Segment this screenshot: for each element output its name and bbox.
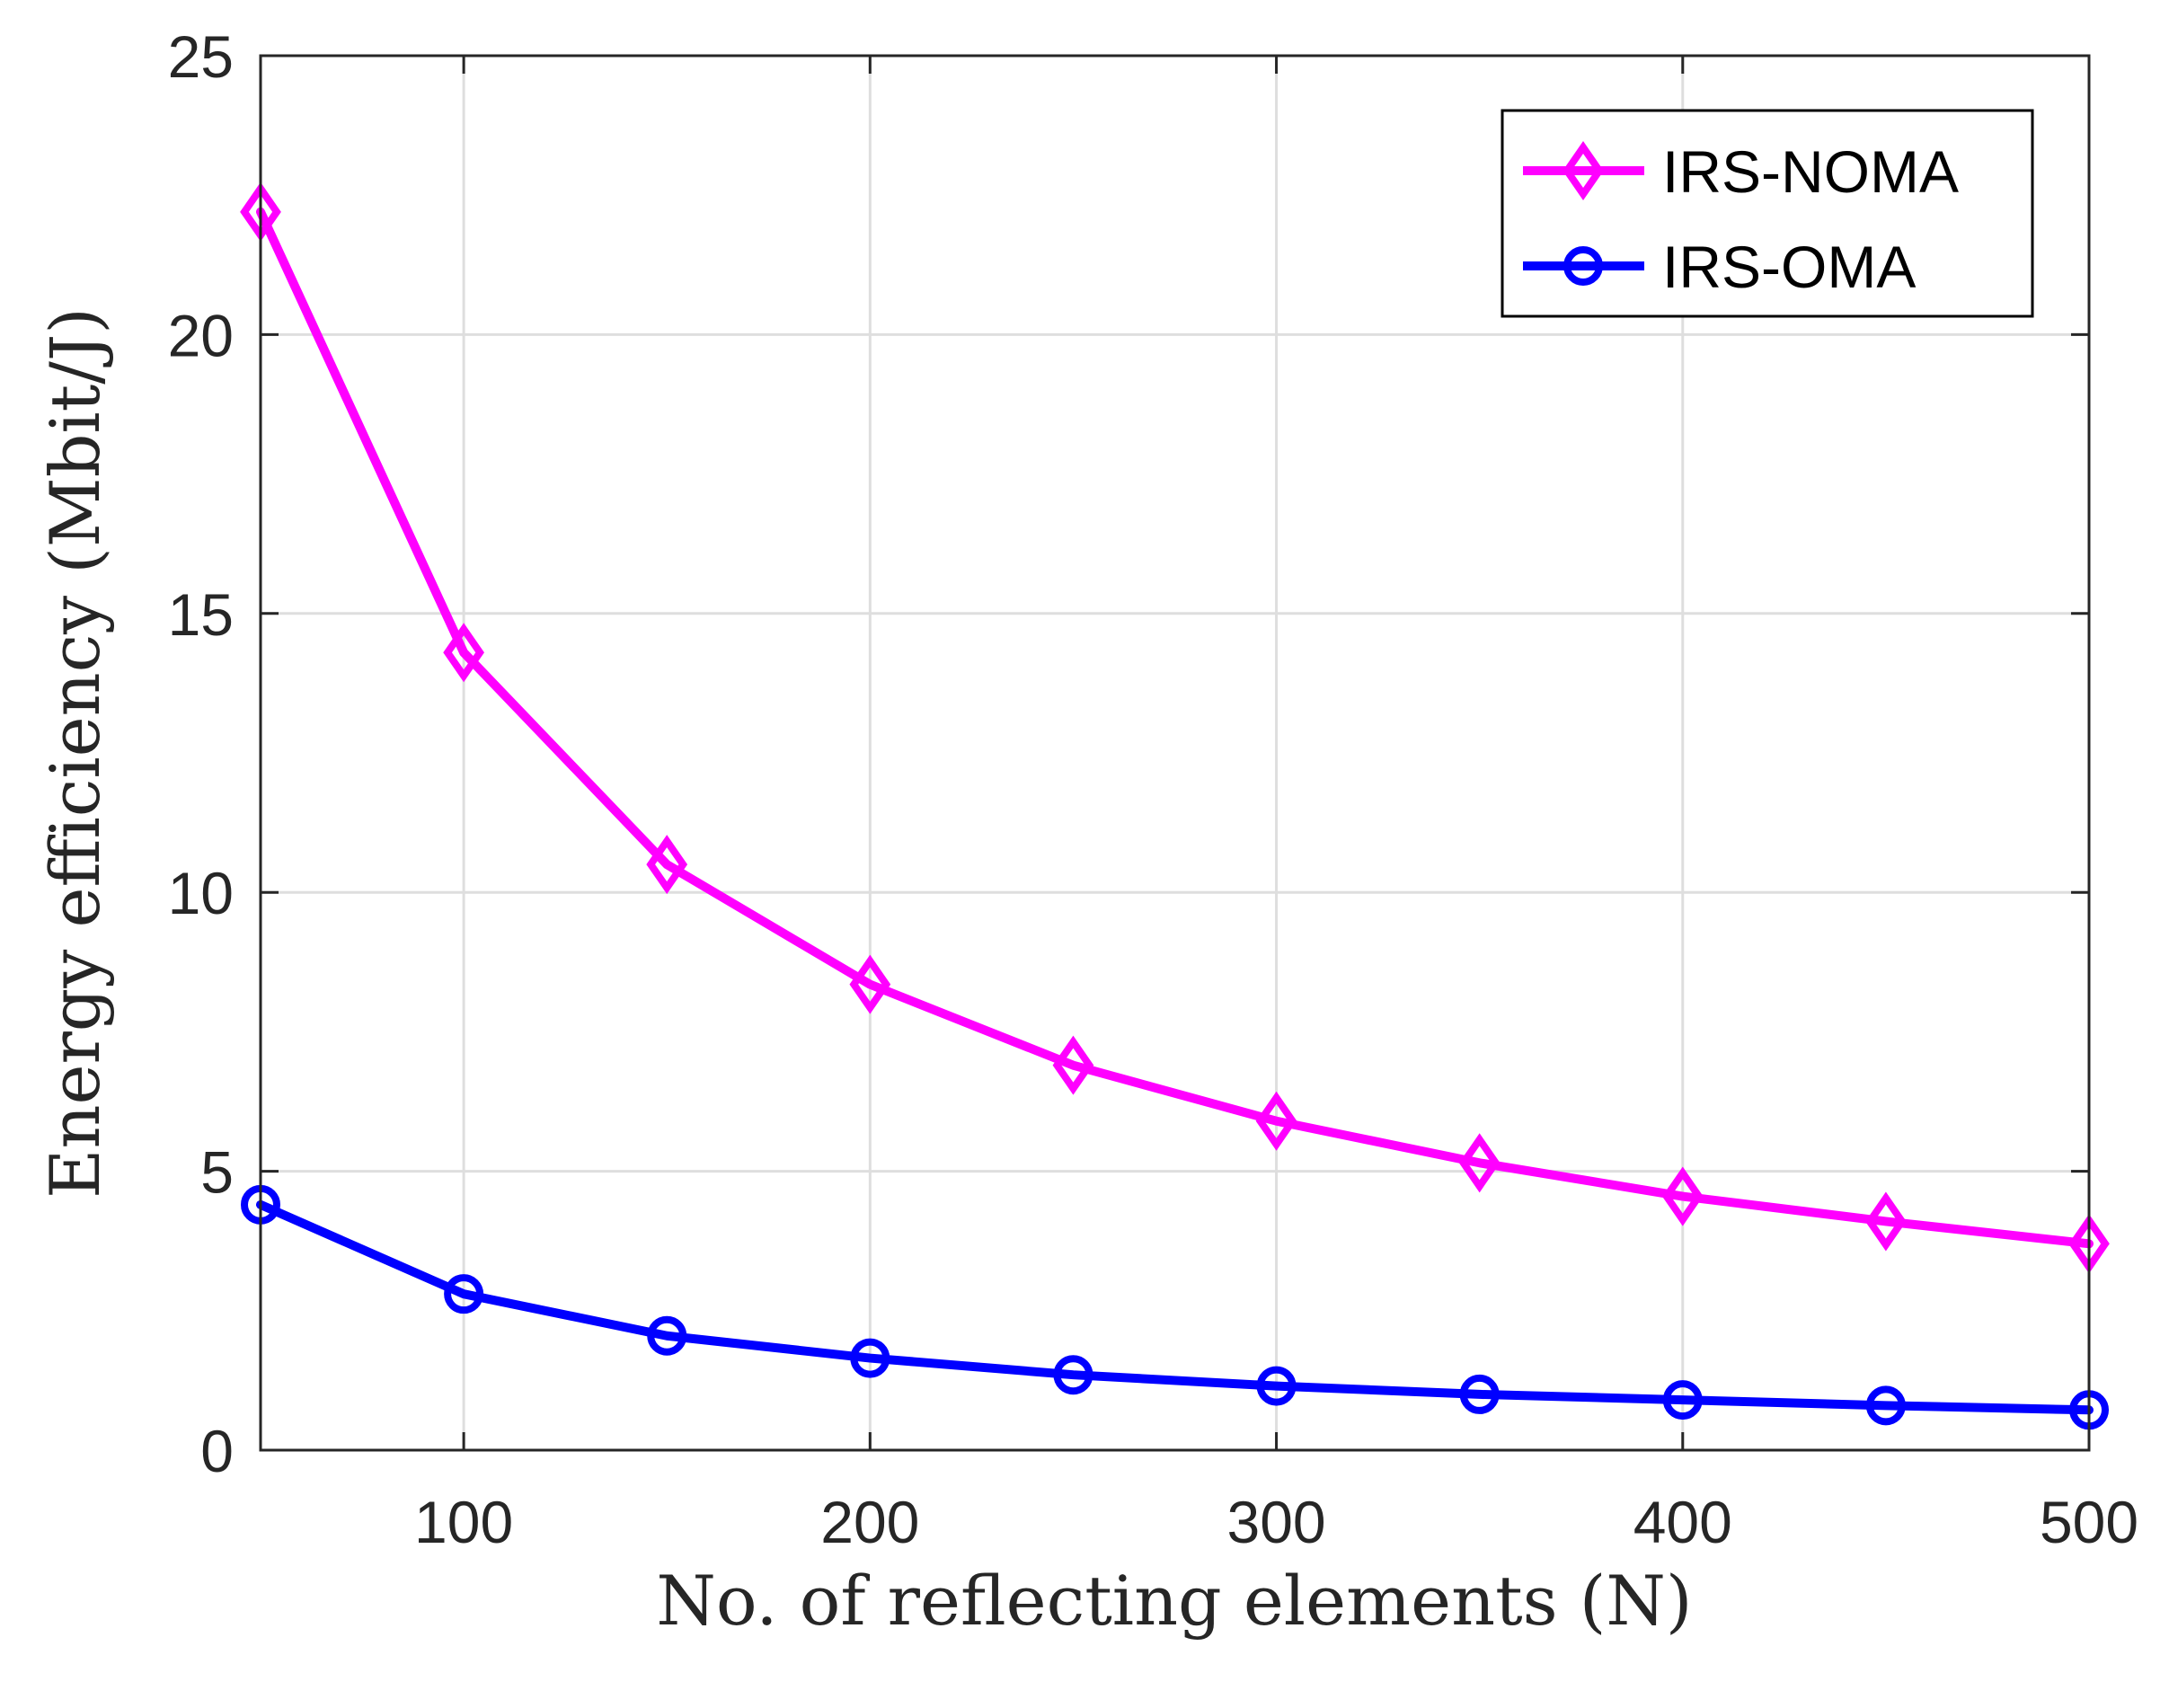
data-point-irs-noma (849, 954, 891, 1014)
axis-ticks (261, 54, 2091, 1452)
legend-entry-irs-noma: IRS-NOMA (1523, 138, 1959, 205)
legend: IRS-NOMA IRS-OMA (1501, 109, 2034, 318)
data-point-irs-noma (1865, 1191, 1907, 1252)
x-tick-label: 200 (820, 1489, 919, 1555)
data-point-irs-noma (1255, 1091, 1297, 1151)
legend-entry-irs-oma: IRS-OMA (1523, 234, 1916, 300)
data-point-irs-oma (850, 1338, 890, 1378)
series-line-irs-noma (256, 207, 2094, 1249)
data-point-irs-noma (1458, 1133, 1501, 1193)
legend-marker-irs-noma (1563, 140, 1604, 201)
tick-labels: 100 200 300 400 500 0 5 10 15 20 25 (168, 23, 2138, 1555)
legend-label-irs-oma: IRS-OMA (1662, 234, 1916, 300)
y-tick-label: 10 (168, 860, 234, 926)
data-point-irs-oma (1459, 1374, 1500, 1414)
data-point-irs-oma (1256, 1366, 1297, 1406)
y-tick-label: 25 (168, 23, 234, 90)
data-point-irs-oma (647, 1315, 687, 1356)
x-axis-title: No. of reflecting elements (N) (656, 1561, 1692, 1641)
legend-marker-irs-oma (1563, 246, 1603, 286)
data-point-irs-noma (443, 623, 484, 683)
x-tick-label: 300 (1226, 1489, 1325, 1555)
data-point-irs-oma (1662, 1380, 1703, 1420)
data-point-irs-oma (1865, 1385, 1906, 1426)
plot-frame (259, 54, 2091, 1452)
series-irs-noma (240, 181, 2110, 1274)
data-point-irs-noma (646, 835, 688, 895)
legend-label-irs-noma: IRS-NOMA (1662, 138, 1959, 205)
y-tick-label: 5 (200, 1139, 234, 1206)
legend-entries: IRS-NOMA IRS-OMA (1523, 138, 1959, 300)
data-point-irs-noma (1052, 1035, 1094, 1095)
x-tick-label: 100 (414, 1489, 513, 1555)
data-point-irs-oma (444, 1274, 484, 1314)
x-tick-label: 500 (2040, 1489, 2138, 1555)
x-tick-label: 400 (1633, 1489, 1732, 1555)
y-tick-label: 0 (200, 1418, 234, 1484)
y-tick-label: 15 (168, 581, 234, 648)
data-point-irs-oma (1053, 1355, 1093, 1395)
y-tick-label: 20 (168, 302, 234, 368)
data-point-irs-noma (1661, 1166, 1704, 1226)
y-axis-title: Energy efficiency (Mbit/J) (35, 307, 115, 1199)
series-layer (240, 181, 2110, 1430)
series-line-irs-oma (256, 1199, 2094, 1415)
